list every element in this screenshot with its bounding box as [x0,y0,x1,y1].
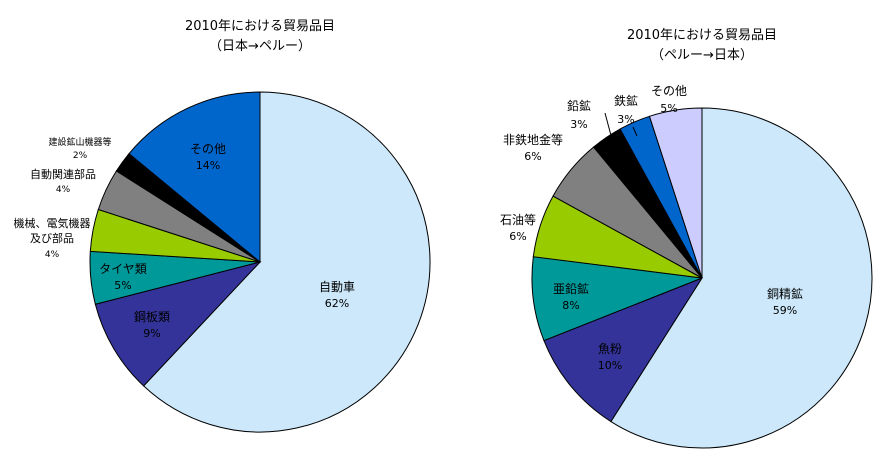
chart2-value-other: 5% [660,102,677,115]
chart1-value-machinery: 4% [45,250,60,260]
chart2-label-petroleum: 石油等 [500,213,536,227]
chart2-value-nonferrous: 6% [524,150,541,163]
chart2-label-iron-ore: 鉄鉱 [614,93,638,108]
chart1-value-other: 14% [196,159,220,172]
chart1-label-steel-plate: 鋼板類 [134,310,170,324]
pie-chart-japan-to-peru: 2010年における貿易品目 （日本→ペルー） 自動車 62% 鋼板類 9% タイ… [14,19,431,433]
chart2-label-fishmeal: 魚粉 [598,342,622,356]
chart2-leader-lead-ore [604,112,614,144]
chart1-value-construction: 2% [73,151,88,161]
chart2-value-iron-ore: 3% [617,113,634,126]
chart2-slice-7 [648,107,703,279]
chart1-value-auto-parts: 4% [56,185,71,195]
chart2-slice-1 [543,276,704,423]
chart1-label-construction: 建設鉱山機器等 [48,136,111,148]
chart2-slice-0 [610,107,873,449]
chart1-slice-6 [128,91,261,264]
pie-chart-peru-to-japan: 2010年における貿易品目 （ペルー→日本） 銅精鉱 59% 魚粉 10% 亜鉛… [500,28,873,449]
chart2-label-lead-ore: 鉛鉱 [567,98,591,113]
chart1-value-automobile: 62% [325,297,349,310]
chart2-title: 2010年における貿易品目 [627,28,777,43]
chart1-slices [89,91,431,433]
chart1-label-tires: タイヤ類 [99,262,147,276]
chart2-value-copper: 59% [773,304,797,317]
chart2-value-lead-ore: 3% [570,118,587,131]
chart2-value-petroleum: 6% [509,230,526,243]
chart2-label-zinc: 亜鉛鉱 [553,281,589,296]
chart1-subtitle: （日本→ペルー） [209,39,311,54]
chart2-value-fishmeal: 10% [598,359,622,372]
chart2-label-nonferrous: 非鉄地金等 [503,132,563,147]
chart1-value-steel-plate: 9% [143,327,160,340]
chart2-label-other: その他 [651,84,687,98]
chart2-slices [531,107,873,449]
chart2-subtitle: （ペルー→日本） [651,48,753,63]
chart1-label-machinery-line1: 機械、電気機器 [14,216,91,230]
chart1-title: 2010年における貿易品目 [185,19,335,34]
chart1-value-tires: 5% [114,279,131,292]
chart2-leader-iron-ore [632,126,638,137]
chart1-slice-0 [142,91,431,433]
chart1-label-other: その他 [190,142,226,156]
chart1-label-machinery-line2: 及び部品 [30,231,74,245]
chart2-value-zinc: 8% [562,299,579,312]
chart1-label-auto-parts: 自動関連部品 [30,167,96,181]
chart1-label-automobile: 自動車 [319,280,355,294]
chart1-slice-1 [94,261,262,387]
chart2-label-copper: 銅精鉱 [767,286,803,301]
